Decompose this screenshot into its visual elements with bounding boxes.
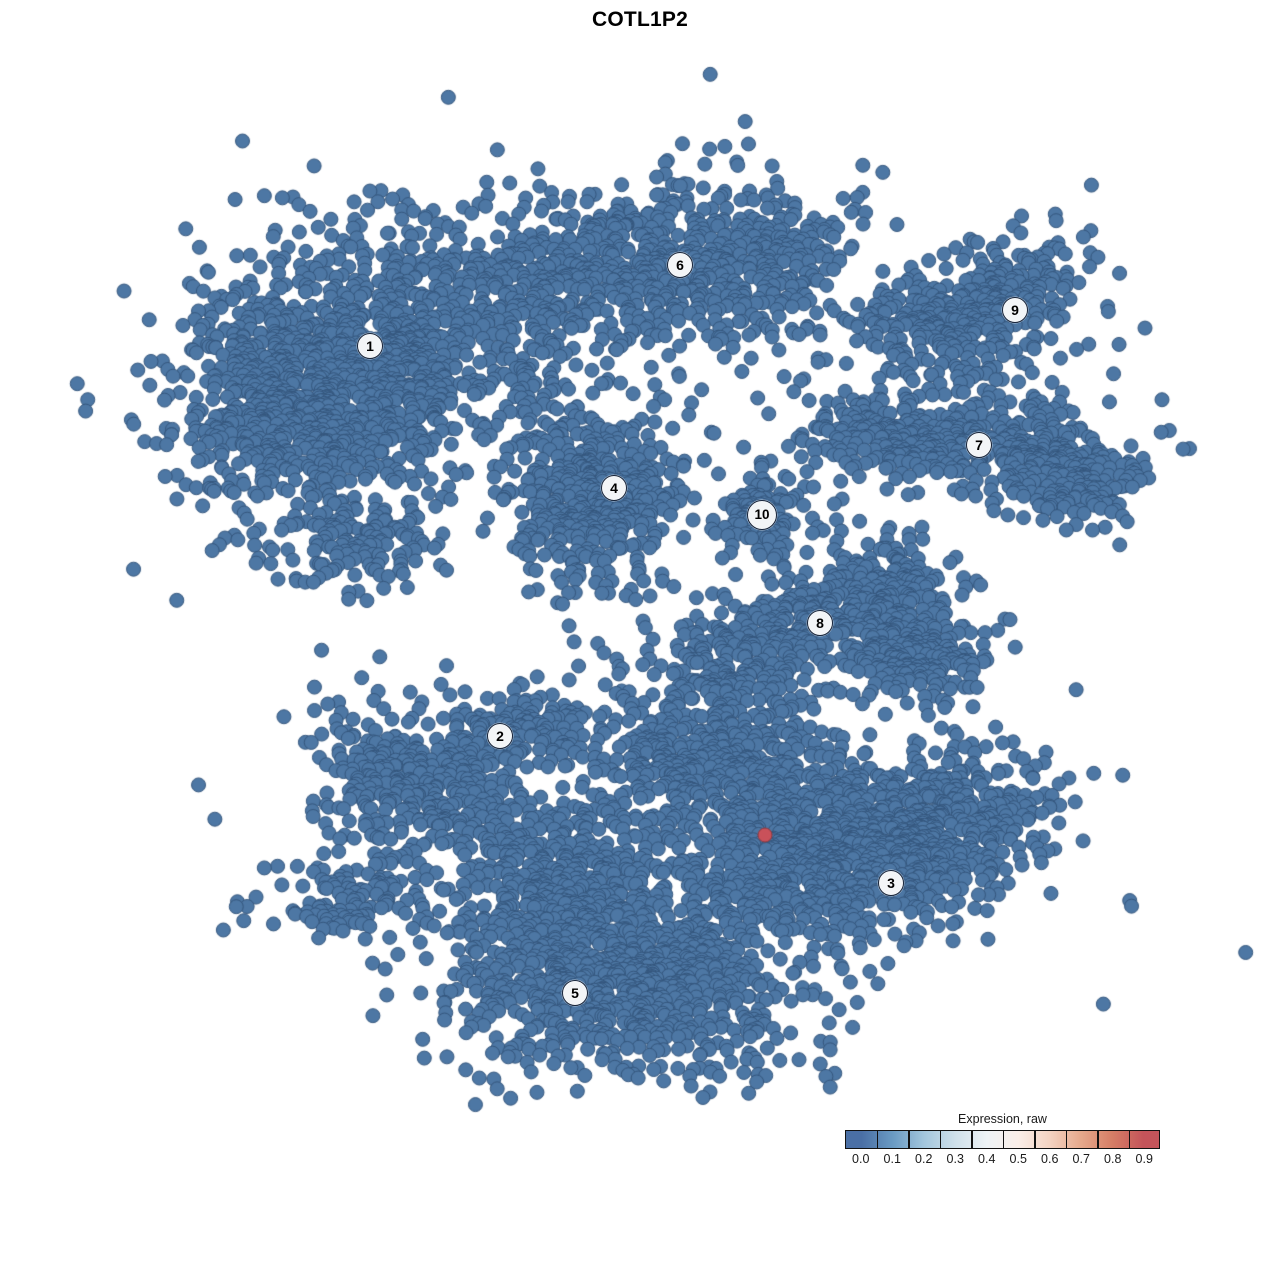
- colorbar-tick-2: [908, 1130, 910, 1149]
- cluster-label-9[interactable]: 9: [1002, 297, 1028, 323]
- cluster-label-6[interactable]: 6: [667, 252, 693, 278]
- colorbar-tick-label-0: 0.0: [852, 1152, 870, 1166]
- cluster-label-5[interactable]: 5: [562, 980, 588, 1006]
- expression-colorbar-legend: Expression, raw 0.0 0.1 0.2 0.3 0.4 0.5 0.6 0.7…: [845, 1112, 1160, 1170]
- colorbar-tick-7: [1065, 1130, 1067, 1149]
- cluster-label-7[interactable]: 7: [966, 432, 992, 458]
- colorbar-tick-label-1: 0.1: [883, 1152, 901, 1166]
- colorbar-tick-label-8: 0.8: [1104, 1152, 1122, 1166]
- colorbar-tick-8: [1097, 1130, 1099, 1149]
- legend-title: Expression, raw: [958, 1112, 1047, 1126]
- colorbar-tick-label-6: 0.6: [1041, 1152, 1059, 1166]
- cluster-label-1[interactable]: 1: [357, 333, 383, 359]
- colorbar: [845, 1130, 1160, 1149]
- colorbar-tick-4: [971, 1130, 973, 1149]
- colorbar-tick-label-7: 0.7: [1072, 1152, 1090, 1166]
- cluster-label-4[interactable]: 4: [601, 475, 627, 501]
- colorbar-tick-label-4: 0.4: [978, 1152, 996, 1166]
- cluster-label-2[interactable]: 2: [487, 723, 513, 749]
- colorbar-tick-label-3: 0.3: [946, 1152, 964, 1166]
- colorbar-tick-label-2: 0.2: [915, 1152, 933, 1166]
- colorbar-tick-labels: 0.0 0.1 0.2 0.3 0.4 0.5 0.6 0.7 0.8 0.9: [845, 1152, 1160, 1170]
- colorbar-tick-label-9: 0.9: [1135, 1152, 1153, 1166]
- cluster-label-3[interactable]: 3: [878, 870, 904, 896]
- colorbar-tick-label-5: 0.5: [1009, 1152, 1027, 1166]
- colorbar-tick-5: [1002, 1130, 1004, 1149]
- colorbar-tick-6: [1034, 1130, 1036, 1149]
- colorbar-tick-3: [939, 1130, 941, 1149]
- cluster-label-8[interactable]: 8: [807, 610, 833, 636]
- colorbar-tick-1: [876, 1130, 878, 1149]
- colorbar-tick-9: [1128, 1130, 1130, 1149]
- cluster-label-10[interactable]: 10: [747, 500, 777, 530]
